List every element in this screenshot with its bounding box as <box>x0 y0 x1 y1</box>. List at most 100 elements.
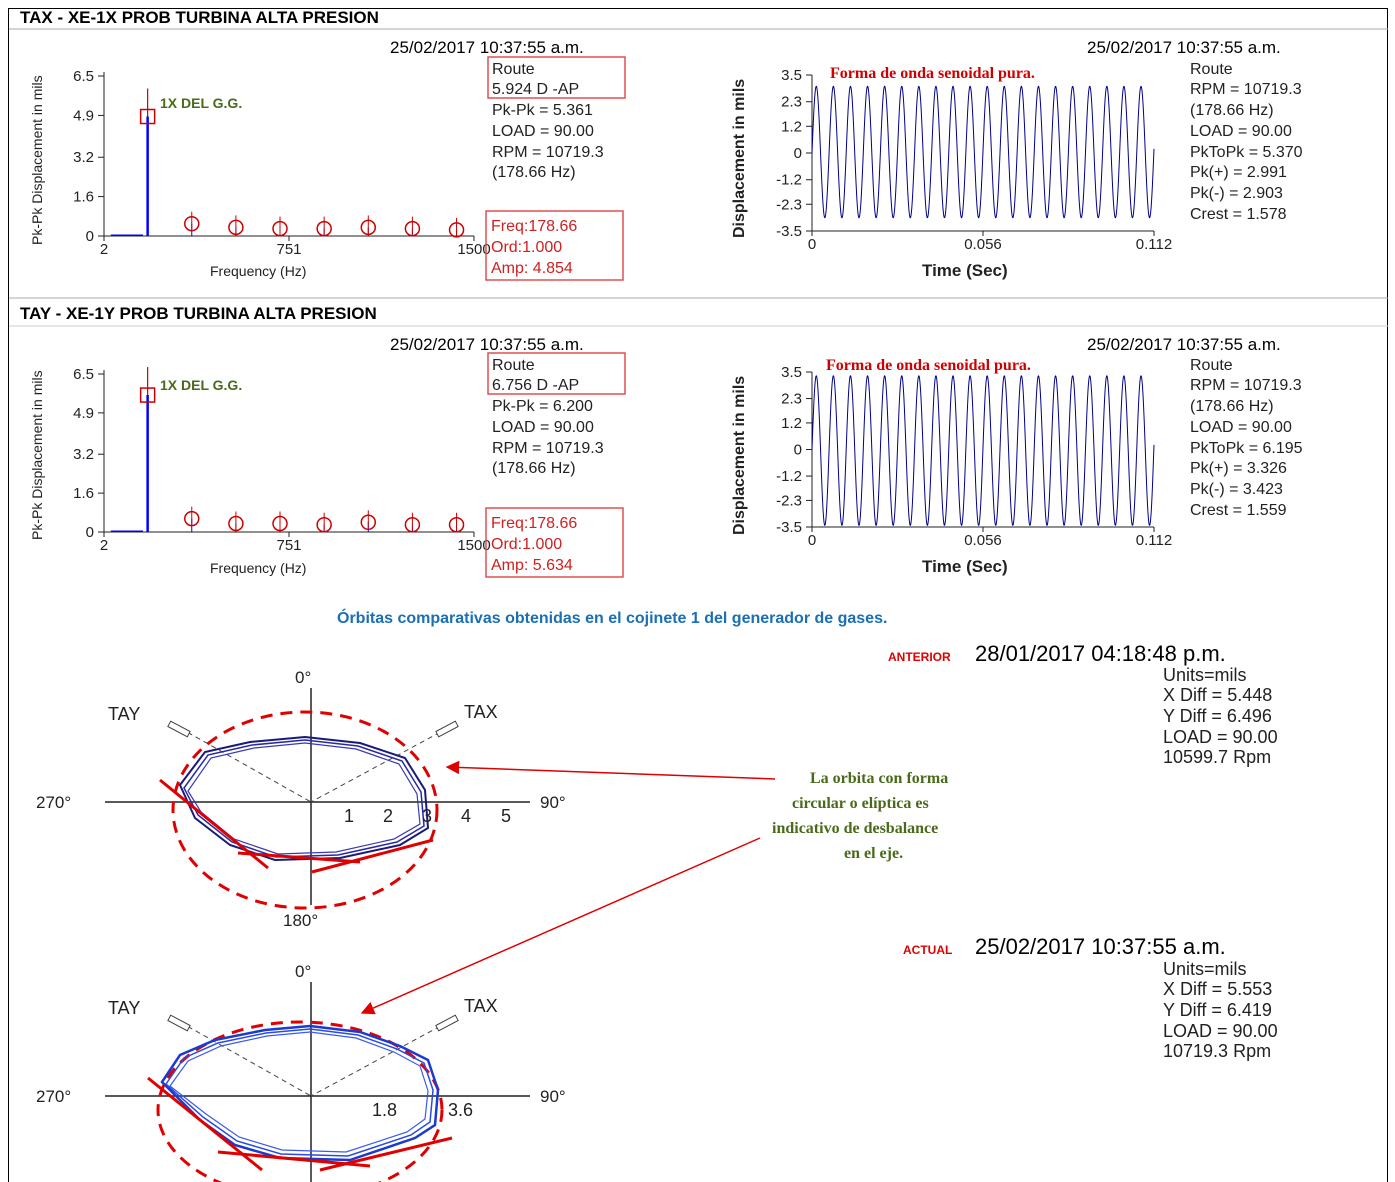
cursor-line: Ord:1.000 <box>491 536 562 553</box>
info-line: 10719.3 Rpm <box>1163 1041 1271 1061</box>
info-line: 10599.7 Rpm <box>1163 747 1271 767</box>
info-line: Pk-Pk = 5.361 <box>492 102 593 119</box>
info-line: Pk(-) = 3.423 <box>1190 481 1283 498</box>
cursor-box <box>485 210 624 281</box>
info-line: Units=mils <box>1163 959 1247 979</box>
info-line: Pk(-) = 2.903 <box>1190 185 1283 202</box>
y-axis-label: Displacement in mils <box>731 376 748 535</box>
info-line: (178.66 Hz) <box>1190 102 1274 119</box>
peak-label: 1X DEL G.G. <box>160 95 242 111</box>
orbit-trace <box>160 1024 440 1162</box>
info-line: 5.924 D -AP <box>492 81 579 98</box>
info-line: Y Diff = 6.419 <box>1163 1000 1272 1020</box>
tick-label: 3.6 <box>448 1100 473 1120</box>
probe-tax-icon <box>435 720 459 738</box>
y-tick-label: 0 <box>86 524 94 541</box>
y-tick-label: 0 <box>86 228 94 245</box>
y-tick-label: -1.2 <box>776 172 802 189</box>
x-tick-label: 2 <box>100 537 108 554</box>
y-tick-label: 1.6 <box>73 485 94 502</box>
orbit-trace <box>169 1031 429 1153</box>
probe-label: TAX <box>464 702 498 722</box>
annotation-line: circular o elíptica es <box>792 795 929 812</box>
angle-label: 90° <box>540 1087 566 1106</box>
info-line: Route <box>1190 357 1233 374</box>
harmonic-marker <box>184 215 200 232</box>
red-tangent-line <box>147 1076 263 1172</box>
probe-label: TAY <box>108 704 140 724</box>
y-tick-label: 1.6 <box>73 189 94 206</box>
y-tick-label: 3.5 <box>781 67 802 84</box>
info-line: LOAD = 90.00 <box>492 123 594 140</box>
y-tick-label: 3.5 <box>781 364 802 381</box>
orbit-trace <box>187 742 421 855</box>
y-tick-label: -3.5 <box>776 223 802 240</box>
info-line: X Diff = 5.448 <box>1163 685 1272 705</box>
cursor-line: Amp: 5.634 <box>491 557 573 574</box>
x-tick-label: 0.056 <box>964 236 1002 253</box>
info-line: Pk-Pk = 6.200 <box>492 398 593 415</box>
peak-marker <box>139 108 156 125</box>
y-tick-label: 4.9 <box>73 107 94 124</box>
probe-line-tax <box>310 727 449 803</box>
angle-label: 180° <box>283 911 318 930</box>
x-tick-label: 2 <box>100 241 108 258</box>
harmonic-marker <box>360 219 377 236</box>
info-line: (178.66 Hz) <box>492 460 576 477</box>
section-title: TAY - XE-1Y PROB TURBINA ALTA PRESION <box>20 304 377 323</box>
info-line: LOAD = 90.00 <box>1163 727 1278 747</box>
spectrum-chart: Pk-Pk Displacement in mils Frequency (Hz… <box>29 68 491 279</box>
waveform-note: Forma de onda senoidal pura. <box>830 65 1035 82</box>
waveform-chart: Displacement in mils Time (Sec) Forma de… <box>731 65 1172 280</box>
red-tangent-line <box>319 1136 453 1172</box>
red-tangent-line <box>311 838 434 874</box>
orbit-timestamp: 28/01/2017 04:18:48 p.m. <box>975 641 1226 666</box>
info-line: RPM = 10719.3 <box>1190 377 1302 394</box>
spectrum-timestamp: 25/02/2017 10:37:55 a.m. <box>390 335 584 354</box>
y-tick-label: 2.3 <box>781 94 802 111</box>
probe-line-tax <box>310 1021 449 1097</box>
info-line: LOAD = 90.00 <box>1190 123 1292 140</box>
peak-marker <box>139 387 156 403</box>
x-tick-label: 1500 <box>457 537 490 554</box>
harmonic-marker <box>448 222 465 238</box>
angle-label: 270° <box>36 1087 71 1106</box>
tick-label: 4 <box>461 806 471 826</box>
info-line: RPM = 10719.3 <box>492 440 604 457</box>
harmonic-marker <box>360 514 377 531</box>
cursor-line: Amp: 4.854 <box>491 260 573 277</box>
y-tick-label: 6.5 <box>73 68 94 85</box>
orbit-info-block: Units=mils X Diff = 5.448 Y Diff = 6.496… <box>1163 665 1278 767</box>
cursor-info-block: Freq:178.66 Ord:1.000 Amp: 4.854 <box>491 218 577 277</box>
y-tick-label: -1.2 <box>776 468 802 485</box>
tick-label: 1 <box>344 806 354 826</box>
info-line: RPM = 10719.3 <box>1190 81 1302 98</box>
tick-label: 2 <box>383 806 393 826</box>
probe-line-tay <box>179 1021 312 1097</box>
spectrum-chart: Pk-Pk Displacement in mils Frequency (Hz… <box>29 366 491 576</box>
probe-tay-icon <box>167 720 191 738</box>
waveform-timestamp: 25/02/2017 10:37:55 a.m. <box>1087 335 1281 354</box>
info-line: LOAD = 90.00 <box>1163 1021 1278 1041</box>
probe-label: TAX <box>464 996 498 1016</box>
info-line: PkToPk = 6.195 <box>1190 440 1303 457</box>
y-tick-label: 0 <box>794 145 802 162</box>
probe-tay-icon <box>167 1014 191 1032</box>
waveform-timestamp: 25/02/2017 10:37:55 a.m. <box>1087 38 1281 57</box>
y-tick-label: 2.3 <box>781 391 802 408</box>
harmonic-marker <box>404 220 421 237</box>
reference-circle <box>156 1020 444 1182</box>
info-line: (178.66 Hz) <box>1190 398 1274 415</box>
y-tick-label: -3.5 <box>776 519 802 536</box>
harmonic-marker <box>228 515 244 532</box>
waveform-info-block: Route RPM = 10719.3 (178.66 Hz) LOAD = 9… <box>1190 357 1303 519</box>
annotation-line: indicativo de desbalance <box>772 820 938 837</box>
harmonic-marker <box>272 515 288 532</box>
report-frame <box>8 8 1388 1182</box>
waveform-trace <box>811 375 1155 527</box>
orbit-timestamp: 25/02/2017 10:37:55 a.m. <box>975 934 1226 959</box>
spectrum-info-block: Route 5.924 D -AP Pk-Pk = 5.361 LOAD = 9… <box>492 61 604 181</box>
tick-label: 5 <box>501 806 511 826</box>
y-axis-label: Displacement in mils <box>731 79 748 238</box>
